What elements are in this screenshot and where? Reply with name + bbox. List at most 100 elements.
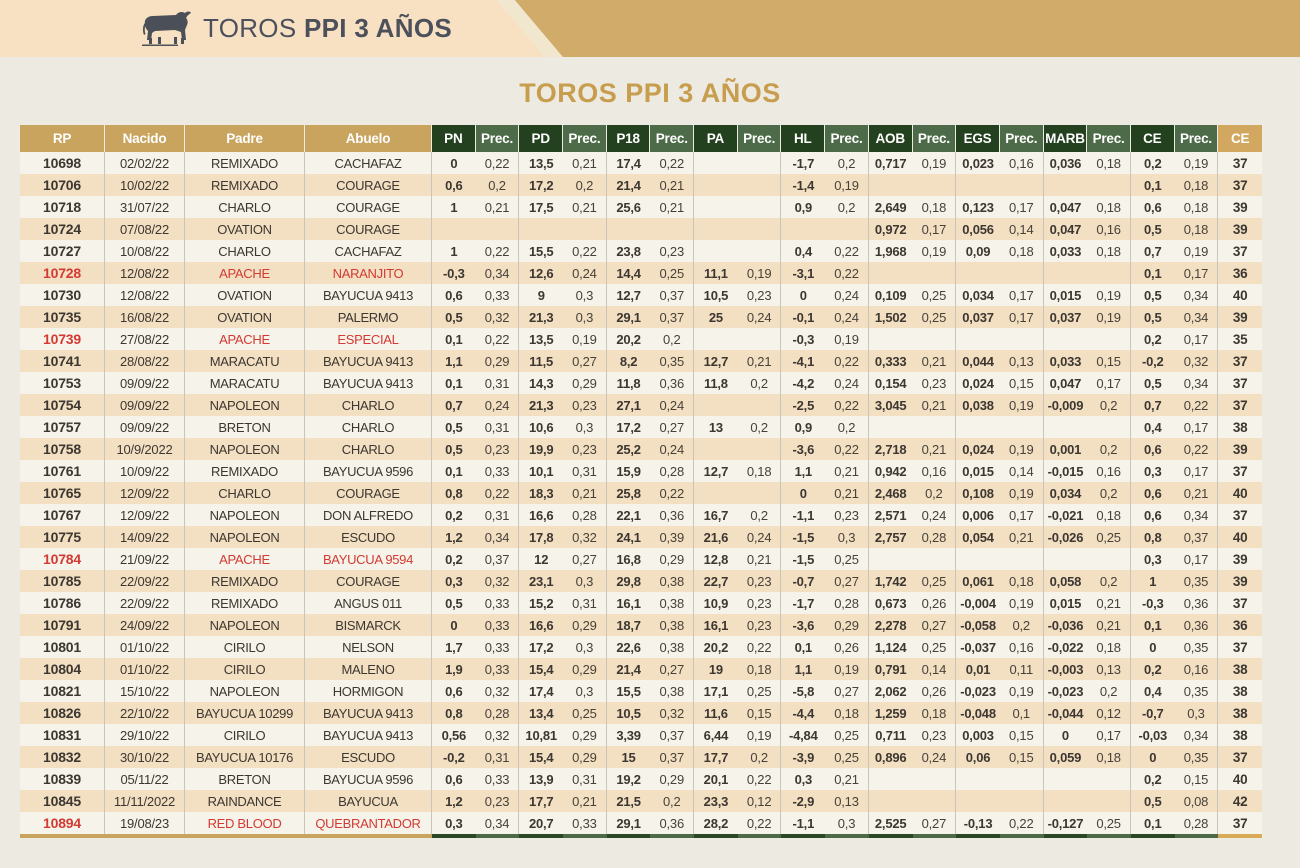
stat-cell-hl: -3,9 <box>792 749 815 765</box>
stat-cell-p18: 22,1 <box>616 507 641 523</box>
prec-cell-p18: 0,38 <box>650 570 695 592</box>
stat-cell-pn: 0 <box>450 617 458 633</box>
bottom-border-segment <box>1043 834 1088 838</box>
prec-cell-egs <box>1000 262 1044 284</box>
stat-cell-egs <box>956 262 1000 284</box>
page-title: TOROS PPI 3 AÑOS <box>519 78 781 108</box>
prec-cell-aob: 0,21 <box>913 438 957 460</box>
stat-cell-pa <box>694 328 738 350</box>
stat-cell-aob: 3,045 <box>874 397 907 413</box>
stat-cell-pn: 1,2 <box>445 793 463 809</box>
stat-cell-ce: 0,8 <box>1144 529 1162 545</box>
stat-cell-ce: 0,5 <box>1144 287 1162 303</box>
prec-cell-ce: 0,28 <box>1175 812 1219 834</box>
prec-cell-marb: 0,19 <box>1087 284 1131 306</box>
prec-cell-pd: 0,27 <box>563 548 607 570</box>
prec-cell-pn: 0,33 <box>476 658 520 680</box>
prec-cell-aob: 0,27 <box>913 614 957 636</box>
stat-cell-p18: 21,4 <box>616 661 641 677</box>
abuelo-cell: BAYUCUA 9596 <box>305 768 432 790</box>
prec-cell-hl: 0,19 <box>825 328 869 350</box>
prec-cell-pd: 0,29 <box>563 372 607 394</box>
prec-cell-egs <box>1000 548 1044 570</box>
abuelo-cell: COURAGE <box>305 570 432 592</box>
bottom-border-segment <box>305 834 432 838</box>
prec-cell-hl: 0,22 <box>825 240 869 262</box>
abuelo-cell: CACHAFAZ <box>305 240 432 262</box>
prec-cell-ce: 0,17 <box>1175 548 1219 570</box>
stat-cell-hl: -2,9 <box>792 793 815 809</box>
prec-cell-marb: 0,21 <box>1087 614 1131 636</box>
stat-cell-pn: 0,1 <box>445 331 463 347</box>
table-row: 10728 12/08/22 APACHE NARANJITO -0,3 0,34 12,6… <box>20 262 1262 284</box>
stat-cell-pn: 0,5 <box>445 419 463 435</box>
rp-cell: 10730 <box>20 284 105 306</box>
stat-cell-p18: 24,1 <box>616 529 641 545</box>
stat-cell-pn: 0,3 <box>445 573 463 589</box>
col-header-ce: CE <box>1130 125 1175 152</box>
nacido-cell: 30/10/22 <box>105 746 185 768</box>
prec-cell-pn: 0,22 <box>476 482 520 504</box>
prec-cell-hl: 0,19 <box>825 174 869 196</box>
stat-cell-pn: 1,1 <box>445 353 463 369</box>
col-header-prec-pa: Prec. <box>737 125 782 152</box>
padre-cell: REMIXADO <box>185 152 305 174</box>
prec-cell-pa: 0,24 <box>738 306 782 328</box>
stat-cell-pa: 6,44 <box>703 727 729 743</box>
stat-cell-pa: 13 <box>708 419 723 435</box>
prec-cell-ce: 0,22 <box>1175 438 1219 460</box>
ce-final-cell: 39 <box>1232 551 1248 567</box>
table-bottom-border <box>20 834 1262 838</box>
prec-cell-pn: 0,22 <box>476 328 520 350</box>
prec-cell-p18: 0,32 <box>650 702 695 724</box>
stat-cell-hl: -5,8 <box>792 683 815 699</box>
stat-cell-egs: -0,058 <box>960 617 996 633</box>
prec-cell-ce: 0,34 <box>1175 504 1219 526</box>
stat-cell-ce: 0,4 <box>1144 419 1162 435</box>
stat-cell-ce: 0,5 <box>1144 375 1162 391</box>
nacido-cell: 01/10/22 <box>105 658 185 680</box>
rp-cell: 10761 <box>20 460 105 482</box>
col-header-pa: PA <box>694 125 738 152</box>
stat-cell-marb: -0,127 <box>1047 815 1084 831</box>
stat-cell-ce: 0,6 <box>1144 507 1162 523</box>
stat-cell-ce: 0,2 <box>1144 771 1162 787</box>
prec-cell-pn: 0,33 <box>476 460 520 482</box>
stat-cell-marb: -0,044 <box>1047 705 1084 721</box>
stat-cell-pd: 17,2 <box>528 639 554 655</box>
prec-cell-hl: 0,21 <box>825 768 869 790</box>
prec-cell-pa: 0,22 <box>738 812 782 834</box>
prec-cell-pa <box>738 174 782 196</box>
prec-cell-pn: 0,33 <box>476 284 520 306</box>
prec-cell-pn: 0,23 <box>476 438 520 460</box>
ce-final-cell: 37 <box>1232 155 1248 171</box>
stat-cell-hl: -1,5 <box>792 529 815 545</box>
prec-cell-pn: 0,24 <box>476 394 520 416</box>
stat-cell-egs: 0,056 <box>962 221 994 237</box>
abuelo-cell: BAYUCUA <box>305 790 432 812</box>
stat-cell-egs: 0,003 <box>962 727 994 743</box>
table-row: 10826 22/10/22 BAYUCUA 10299 BAYUCUA 9413 0,… <box>20 702 1262 724</box>
stat-cell-ce: -0,7 <box>1141 705 1164 721</box>
col-header-p18: P18 <box>606 125 651 152</box>
prec-cell-pd: 0,25 <box>563 702 607 724</box>
stat-cell-pa: 10,9 <box>703 595 729 611</box>
table-row: 10730 12/08/22 OVATION BAYUCUA 9413 0,6 0,33 9… <box>20 284 1262 306</box>
prec-cell-hl: 0,21 <box>825 482 869 504</box>
prec-cell-p18: 0,35 <box>650 350 695 372</box>
nacido-cell: 28/08/22 <box>105 350 185 372</box>
stat-cell-pn: -0,2 <box>443 749 465 765</box>
rp-cell: 10845 <box>20 790 105 812</box>
table-row: 10767 12/09/22 NAPOLEON DON ALFREDO 0,2 0,31 1… <box>20 504 1262 526</box>
prec-cell-egs <box>1000 416 1044 438</box>
prec-cell-pd: 0,29 <box>563 658 607 680</box>
stat-cell-egs <box>956 174 1000 196</box>
stat-cell-ce: 0,6 <box>1144 485 1162 501</box>
stat-cell-hl: -4,2 <box>792 375 815 391</box>
stat-cell-p18: 15 <box>621 749 636 765</box>
rp-cell: 10775 <box>20 526 105 548</box>
padre-cell: OVATION <box>185 306 305 328</box>
ce-final-cell: 38 <box>1232 661 1248 677</box>
prec-cell-pa: 0,18 <box>738 658 782 680</box>
prec-cell-marb: 0,18 <box>1087 746 1131 768</box>
